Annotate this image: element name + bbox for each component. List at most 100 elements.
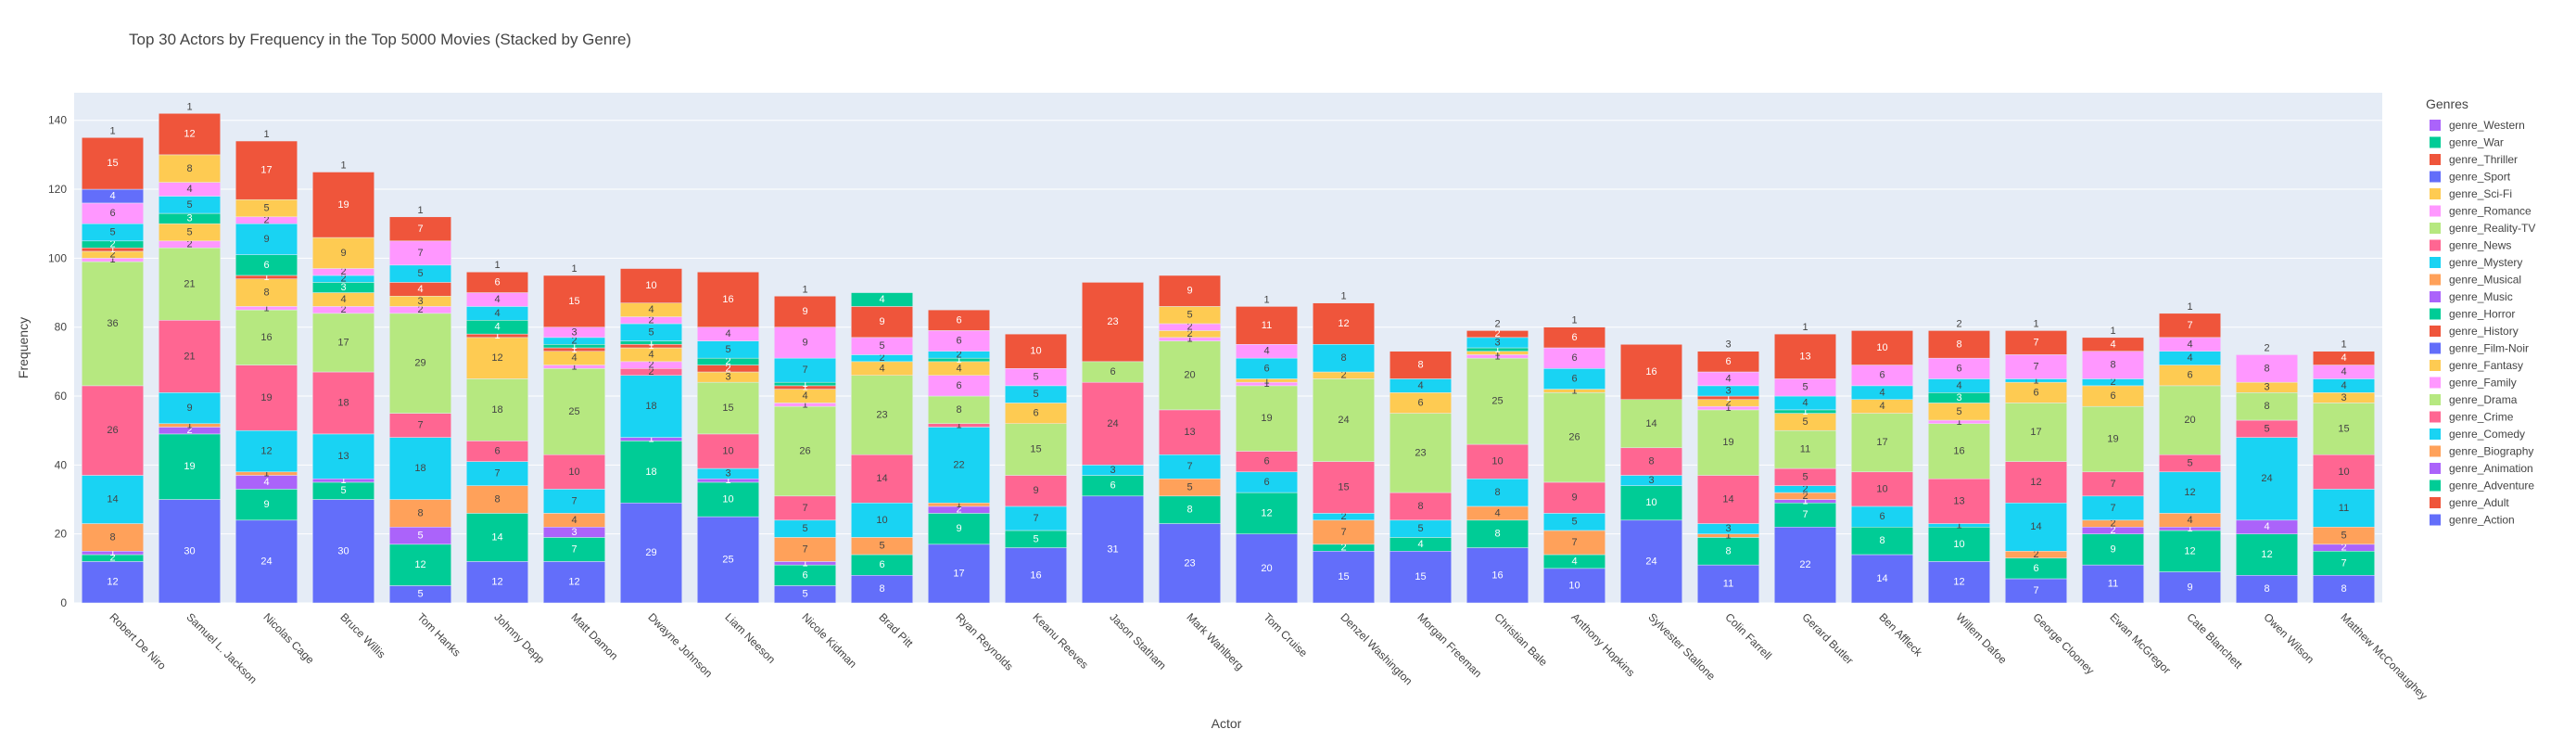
bar-segment-label: 2 xyxy=(1802,483,1808,494)
bar-segment-label: 3 xyxy=(1725,385,1731,396)
bar-segment-label: 25 xyxy=(722,555,733,566)
bar-segment-label: 6 xyxy=(1956,363,1961,374)
legend-swatch[interactable] xyxy=(2430,136,2441,148)
legend-swatch[interactable] xyxy=(2430,308,2441,320)
bar-segment-label: 9 xyxy=(263,234,269,245)
bar-segment xyxy=(1236,306,1298,345)
legend-entry-label[interactable]: genre_Sport xyxy=(2449,171,2511,184)
legend-entry-label[interactable]: genre_Family xyxy=(2449,377,2517,390)
bar-segment xyxy=(235,140,298,200)
legend-swatch[interactable] xyxy=(2430,411,2441,423)
bar-segment-label: 2 xyxy=(956,505,961,516)
x-tick-label: Sylvester Stallone xyxy=(1645,610,1718,683)
legend-entry-label[interactable]: genre_History xyxy=(2449,325,2519,338)
bar-segment xyxy=(1928,561,1990,604)
bar-segment xyxy=(620,441,682,504)
bar-segment xyxy=(2005,578,2067,604)
bar-segment-label: 20 xyxy=(1261,563,1272,574)
legend-swatch[interactable] xyxy=(2430,514,2441,526)
legend-entry-label[interactable]: genre_Horror xyxy=(2449,308,2515,321)
legend-entry-label[interactable]: genre_Thriller xyxy=(2449,153,2518,166)
legend-entry-label[interactable]: genre_Biography xyxy=(2449,445,2533,458)
bar-segment xyxy=(82,261,144,387)
legend-swatch[interactable] xyxy=(2430,497,2441,508)
bar-segment xyxy=(697,271,759,327)
bar-segment-label: 7 xyxy=(2033,585,2038,596)
legend-swatch[interactable] xyxy=(2430,342,2441,354)
legend-entry-label[interactable]: genre_Comedy xyxy=(2449,428,2525,441)
bar-segment-label: 24 xyxy=(2261,473,2272,484)
legend-swatch[interactable] xyxy=(2430,171,2441,183)
x-tick-label: Denzel Washington xyxy=(1338,610,1415,687)
bar-segment-label: 1 xyxy=(1802,406,1808,417)
legend-swatch[interactable] xyxy=(2430,274,2441,286)
bar-segment xyxy=(466,485,528,514)
bar-segment xyxy=(2005,403,2067,462)
legend-swatch[interactable] xyxy=(2430,377,2441,389)
bar-segment xyxy=(1466,547,1529,604)
legend-entry-label[interactable]: genre_Musical xyxy=(2449,274,2521,287)
bar-segment-label: 4 xyxy=(1571,556,1577,567)
legend-swatch[interactable] xyxy=(2430,480,2441,492)
legend-entry-label[interactable]: genre_Adult xyxy=(2449,496,2509,509)
bar-segment-label: 5 xyxy=(1186,482,1192,493)
legend-entry-label[interactable]: genre_Romance xyxy=(2449,205,2532,218)
bar-segment xyxy=(1159,340,1221,411)
legend-swatch[interactable] xyxy=(2430,326,2441,337)
legend-entry-label[interactable]: genre_News xyxy=(2449,239,2511,252)
x-axis-ticks: Robert De Niro Samuel L. Jackson Nicolas C… xyxy=(107,610,2430,702)
bar-segment-label: 12 xyxy=(260,445,272,456)
bar-segment-label: 2 xyxy=(1340,543,1346,554)
legend-swatch[interactable] xyxy=(2430,239,2441,251)
bar-segment-label: 4 xyxy=(802,390,807,402)
bar-segment-label: 12 xyxy=(107,577,118,588)
legend-entry-label[interactable]: genre_Western xyxy=(2449,119,2525,132)
bar-segment-label: 8 xyxy=(1725,545,1731,556)
bar-segment-label: 7 xyxy=(2033,361,2038,372)
legend-swatch[interactable] xyxy=(2430,223,2441,234)
legend-swatch[interactable] xyxy=(2430,257,2441,268)
legend-entry-label[interactable]: genre_Drama xyxy=(2449,393,2518,406)
bar-segment xyxy=(1697,409,1759,476)
legend-entry-label[interactable]: genre_Adventure xyxy=(2449,480,2534,493)
bar-segment-label: 12 xyxy=(2261,549,2272,560)
legend-swatch[interactable] xyxy=(2430,360,2441,371)
legend-swatch[interactable] xyxy=(2430,154,2441,165)
legend-entry-label[interactable]: genre_Mystery xyxy=(2449,256,2522,269)
legend-swatch[interactable] xyxy=(2430,291,2441,302)
legend-entry-label[interactable]: genre_Sci-Fi xyxy=(2449,187,2512,200)
legend-entry-label[interactable]: genre_Reality-TV xyxy=(2449,222,2535,235)
bar-segment-label: 6 xyxy=(1571,373,1577,384)
bar-segment-label: 1 xyxy=(571,361,577,372)
bar-segment-label: 1 xyxy=(648,433,654,444)
legend-entry-label[interactable]: genre_Crime xyxy=(2449,411,2514,424)
bar-segment xyxy=(1851,413,1913,473)
bar-segment-label: 24 xyxy=(1107,418,1118,429)
legend-entry-label[interactable]: genre_Fantasy xyxy=(2449,359,2523,372)
legend-entry-label[interactable]: genre_War xyxy=(2449,136,2504,149)
legend-swatch[interactable] xyxy=(2430,463,2441,474)
legend-swatch[interactable] xyxy=(2430,445,2441,457)
legend-swatch[interactable] xyxy=(2430,205,2441,217)
legend-swatch[interactable] xyxy=(2430,394,2441,405)
bar-segment-label: 4 xyxy=(571,352,577,364)
legend-swatch[interactable] xyxy=(2430,120,2441,131)
bar-segment-label: 7 xyxy=(571,495,577,506)
bar-segment-label: 12 xyxy=(1953,577,1964,588)
legend-entry-label[interactable]: genre_Action xyxy=(2449,514,2515,527)
legend-entry-label[interactable]: genre_Film-Noir xyxy=(2449,342,2529,355)
legend-entry-label[interactable]: genre_Music xyxy=(2449,290,2513,303)
bar-segment-label: 2 xyxy=(109,239,115,250)
bar-segment-label: 9 xyxy=(879,316,884,327)
bar-segment xyxy=(2313,351,2375,365)
legend-swatch[interactable] xyxy=(2430,188,2441,199)
bar-segment xyxy=(1313,461,1375,514)
bar-segment-label: 8 xyxy=(2264,363,2269,374)
bar-segment xyxy=(2159,571,2221,604)
legend-swatch[interactable] xyxy=(2430,429,2441,440)
bar-segment-label: 21 xyxy=(184,278,195,289)
bar-segment xyxy=(312,499,374,604)
legend-entry-label[interactable]: genre_Animation xyxy=(2449,462,2533,475)
bar-segment-label: 7 xyxy=(802,503,807,514)
bar-segment xyxy=(159,499,221,604)
